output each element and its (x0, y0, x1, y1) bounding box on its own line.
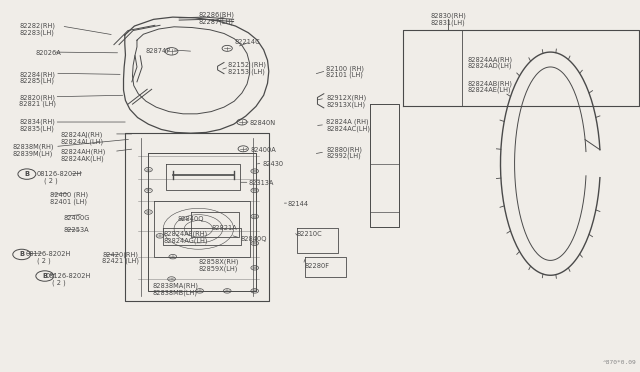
Text: 82400 (RH): 82400 (RH) (50, 192, 88, 198)
Text: 82152 (RH): 82152 (RH) (228, 61, 266, 68)
Text: 82858X(RH): 82858X(RH) (198, 259, 239, 265)
Text: 82100 (RH): 82100 (RH) (326, 65, 364, 72)
Text: 82286(RH): 82286(RH) (198, 12, 234, 18)
Text: 82835(LH): 82835(LH) (19, 125, 54, 132)
Text: 82824AG(LH): 82824AG(LH) (164, 237, 209, 244)
Text: 82824AH(RH): 82824AH(RH) (61, 148, 106, 155)
Text: 82838MB(LH): 82838MB(LH) (152, 289, 197, 296)
Text: 82821A: 82821A (211, 225, 237, 231)
Text: 82401 (LH): 82401 (LH) (50, 198, 87, 205)
Text: 82859X(LH): 82859X(LH) (198, 265, 238, 272)
Text: 82026A: 82026A (35, 50, 61, 56)
Text: 82830(RH): 82830(RH) (430, 12, 466, 19)
Text: 82824AB(RH): 82824AB(RH) (467, 80, 512, 87)
Text: 82400G: 82400G (64, 215, 90, 221)
Text: 82840Q: 82840Q (241, 236, 267, 242)
Text: ( 2 ): ( 2 ) (52, 279, 66, 286)
Text: 82824AA(RH): 82824AA(RH) (467, 56, 513, 63)
Text: 82820(RH): 82820(RH) (19, 94, 55, 101)
Text: 82313A: 82313A (248, 180, 274, 186)
Text: 82840N: 82840N (250, 120, 276, 126)
Text: 82824AL(LH): 82824AL(LH) (61, 138, 104, 145)
Text: 82824AJ(RH): 82824AJ(RH) (61, 131, 103, 138)
Text: B: B (42, 273, 47, 279)
Text: 82285(LH): 82285(LH) (19, 78, 54, 84)
Text: 08126-8202H: 08126-8202H (37, 171, 83, 177)
Text: 08126-8202H: 08126-8202H (26, 251, 71, 257)
Text: 82824AD(LH): 82824AD(LH) (467, 63, 512, 70)
Text: 82284(RH): 82284(RH) (19, 71, 55, 78)
Text: 82831(LH): 82831(LH) (430, 19, 465, 26)
Text: 82101 (LH): 82101 (LH) (326, 72, 364, 78)
Text: 82253A: 82253A (64, 227, 90, 233)
Text: 82912X(RH): 82912X(RH) (326, 95, 367, 102)
Text: 82838MA(RH): 82838MA(RH) (152, 282, 198, 289)
Text: 82840Q: 82840Q (178, 217, 204, 222)
Text: 82400A: 82400A (251, 147, 276, 153)
Text: 08126-8202H: 08126-8202H (46, 273, 92, 279)
Text: 82430: 82430 (262, 161, 284, 167)
Text: ^870*0.09: ^870*0.09 (603, 360, 637, 365)
Text: 82282(RH): 82282(RH) (19, 23, 55, 29)
Text: B: B (19, 251, 24, 257)
Text: 82874P: 82874P (146, 48, 171, 54)
Text: 82824AF(RH): 82824AF(RH) (164, 230, 208, 237)
Text: 82834(RH): 82834(RH) (19, 119, 55, 125)
Text: 82838M(RH): 82838M(RH) (13, 143, 54, 150)
Text: ( 2 ): ( 2 ) (44, 177, 57, 184)
Text: 82280F: 82280F (305, 263, 330, 269)
Text: 82214C: 82214C (234, 39, 260, 45)
Text: 82824A (RH): 82824A (RH) (326, 119, 369, 125)
Text: 82821 (LH): 82821 (LH) (19, 101, 56, 108)
Text: 82880(RH): 82880(RH) (326, 146, 362, 153)
Text: 82210C: 82210C (297, 231, 323, 237)
Text: 82824AC(LH): 82824AC(LH) (326, 125, 371, 132)
Text: 82283(LH): 82283(LH) (19, 29, 54, 36)
Text: 82824AE(LH): 82824AE(LH) (467, 87, 511, 93)
Text: 82287(LH): 82287(LH) (198, 18, 234, 25)
Text: B: B (24, 171, 29, 177)
Text: 82153 (LH): 82153 (LH) (228, 68, 265, 75)
Text: 82420(RH): 82420(RH) (102, 251, 138, 258)
Text: 82992(LH): 82992(LH) (326, 153, 361, 160)
Text: 82421 (LH): 82421 (LH) (102, 258, 140, 264)
Text: 82839M(LH): 82839M(LH) (13, 150, 53, 157)
Text: 82824AK(LH): 82824AK(LH) (61, 155, 104, 162)
Text: ( 2 ): ( 2 ) (37, 257, 51, 264)
Text: 82913X(LH): 82913X(LH) (326, 102, 365, 108)
Text: 82144: 82144 (288, 201, 309, 207)
